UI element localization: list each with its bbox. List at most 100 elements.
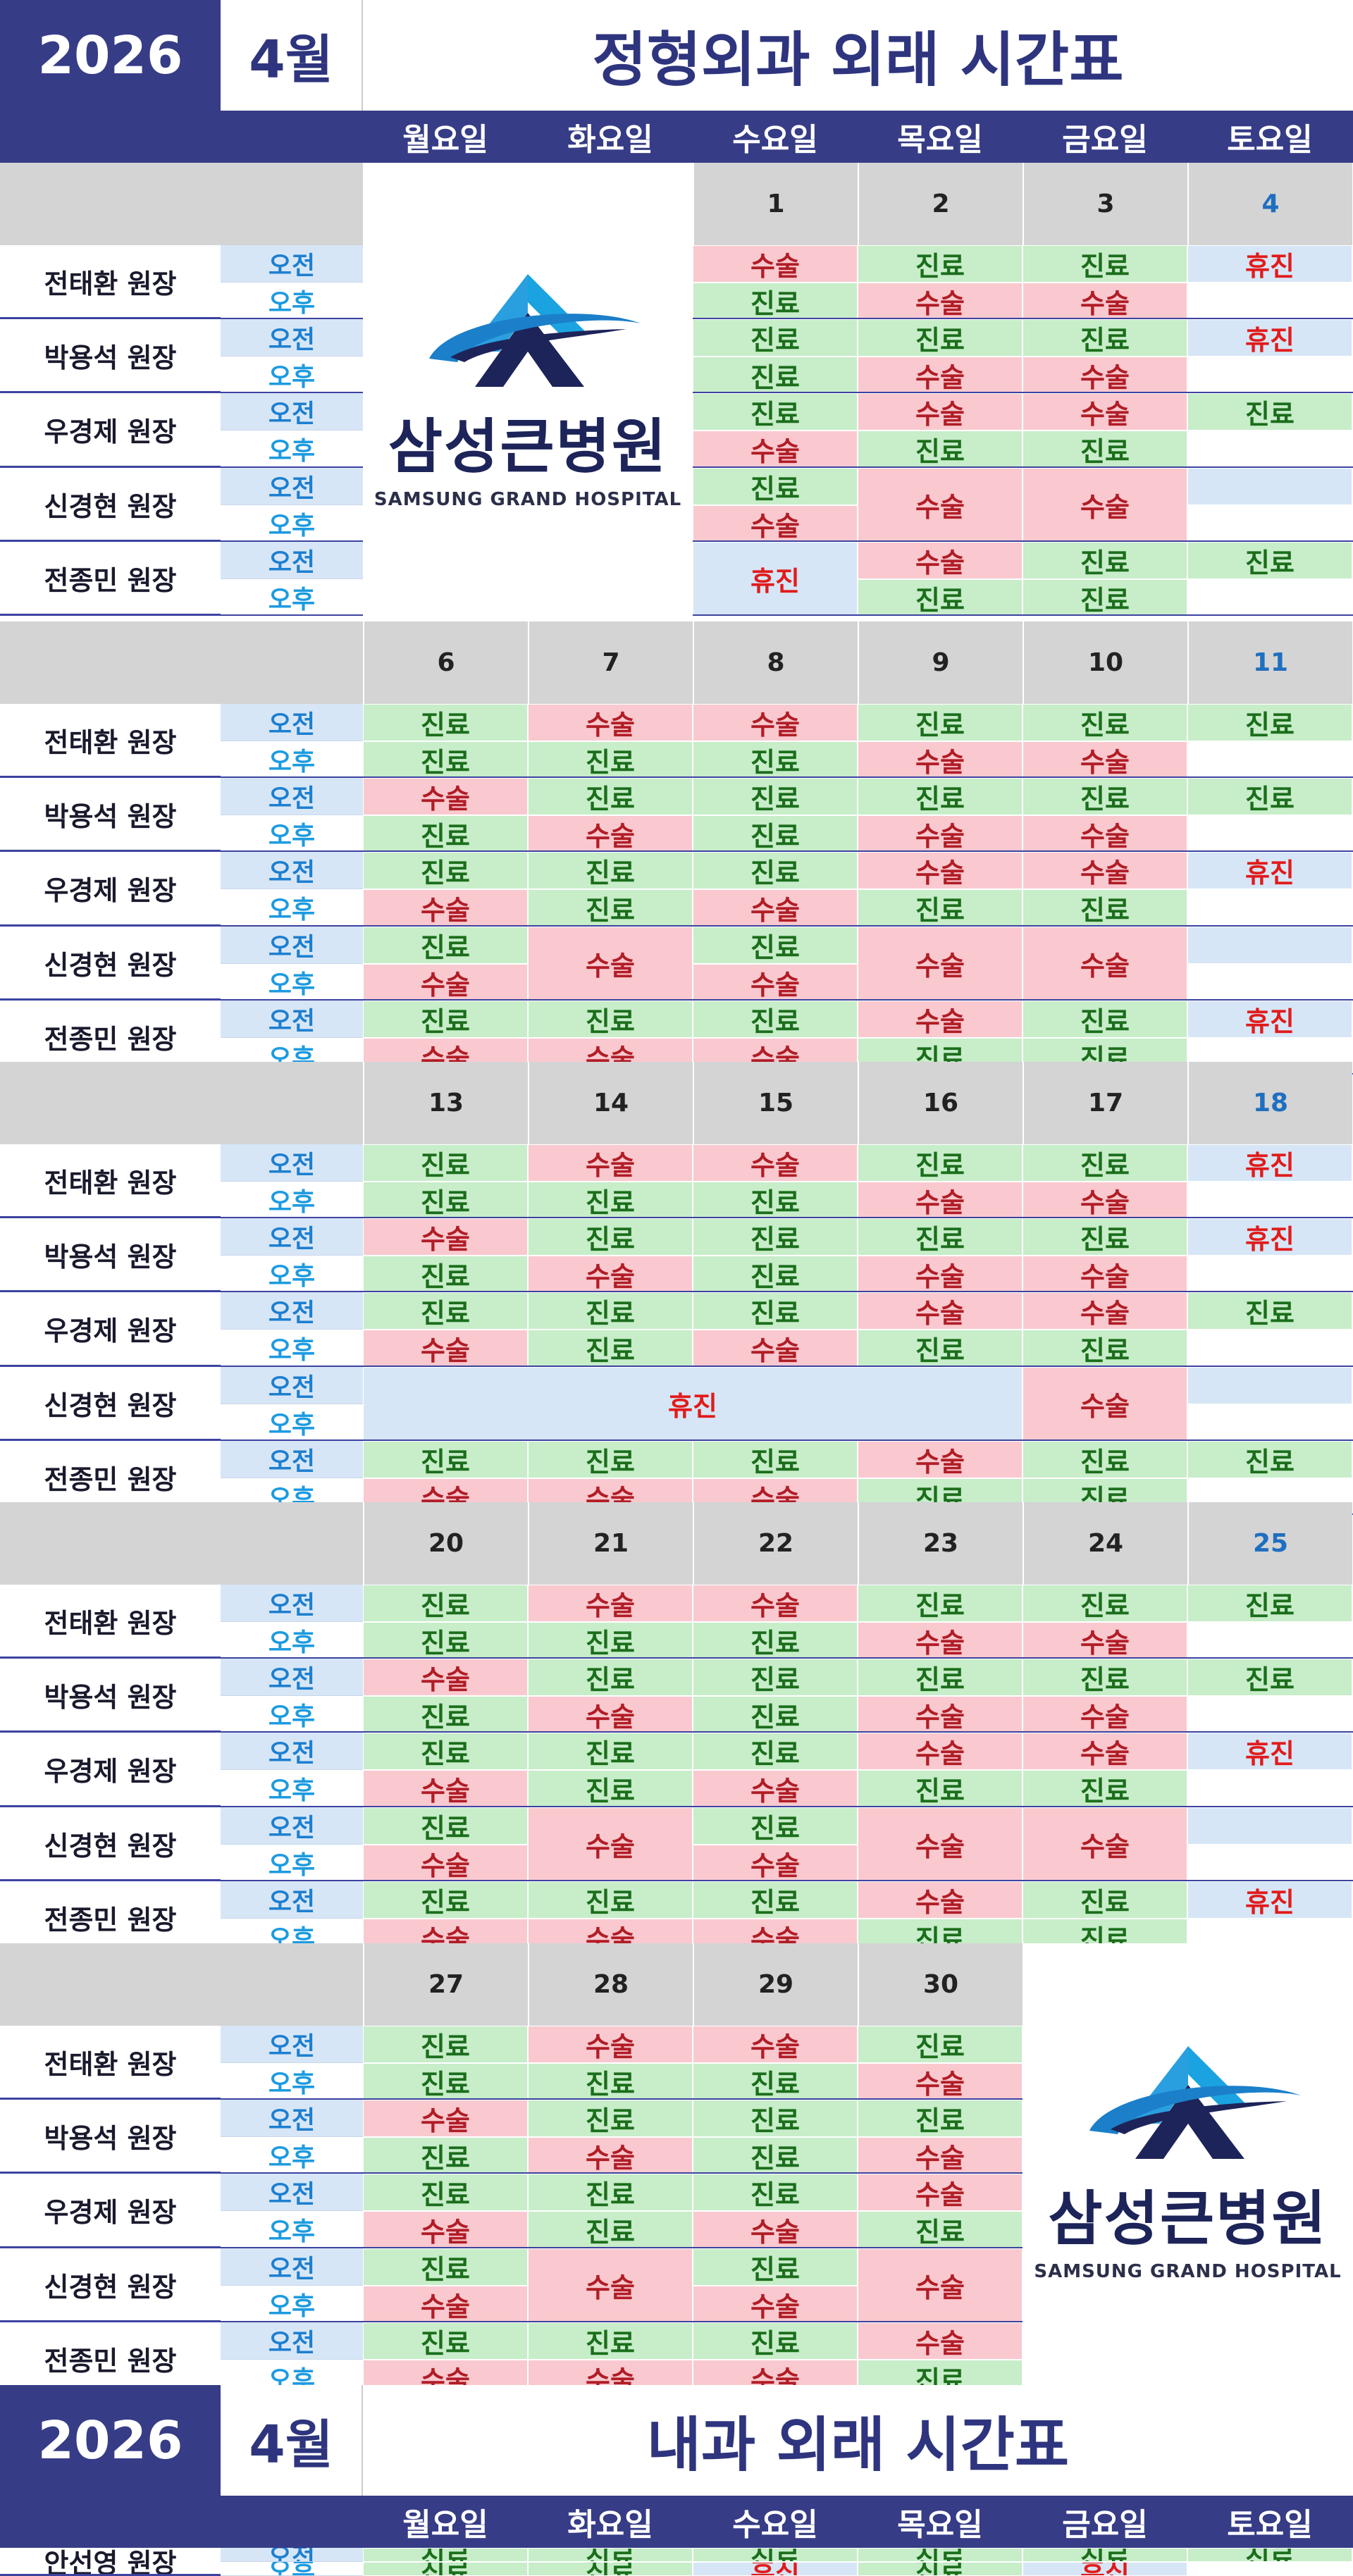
date-cell: 10 [1023, 621, 1187, 704]
schedule-cell: 진료 [1023, 542, 1187, 579]
schedule-cell: 진료 [363, 2137, 528, 2174]
schedule-cell: 진료 [528, 2548, 693, 2562]
schedule-cell: 진료 [1023, 431, 1187, 468]
schedule-cell [1187, 431, 1352, 468]
schedule-cell: 진료 [858, 2100, 1023, 2137]
logo-name-ko: 삼성큰병원 [1048, 2184, 1328, 2253]
date-cell: 11 [1187, 621, 1352, 704]
schedule-cell: 진료 [1187, 2548, 1352, 2562]
schedule-cell: 진료 [363, 1622, 528, 1659]
schedule-cell: 수술 [693, 1144, 858, 1182]
period-am: 오전 [221, 1807, 363, 1845]
date-cell: 20 [363, 1502, 528, 1585]
period-pm: 오후 [221, 283, 363, 319]
schedule-cell: 수술 [1023, 741, 1187, 778]
date-cell: 18 [1187, 1062, 1352, 1144]
schedule-cell: 진료 [858, 704, 1023, 741]
schedule-cell: 수술 [693, 704, 858, 741]
internal-day-header: 월요일 화요일 수요일 목요일 금요일 토요일 [0, 2496, 1353, 2548]
schedule-cell: 진료 [363, 1585, 528, 1622]
schedule-cell: 휴진 [1187, 1218, 1352, 1256]
schedule-cell: 진료 [693, 1182, 858, 1218]
ortho-header: 2026 4월 정형외과 외래 시간표 [0, 0, 1353, 111]
schedule-cell: 진료 [528, 1622, 693, 1659]
schedule-cell: 수술 [363, 964, 528, 1001]
schedule-cell: 휴진 [693, 2562, 858, 2576]
schedule-cell: 진료 [363, 2174, 528, 2211]
schedule-cell: 수술 [858, 2137, 1023, 2174]
schedule-cell [1187, 741, 1352, 778]
schedule-cell: 진료 [363, 1441, 528, 1478]
schedule-cell: 수술 [528, 2137, 693, 2174]
schedule-cell: 수술 [528, 927, 693, 1001]
schedule-cell: 진료 [363, 1256, 528, 1292]
schedule-cell: 진료 [528, 2063, 693, 2100]
schedule-cell: 수술 [858, 815, 1023, 852]
period-pm: 오후 [221, 2137, 363, 2174]
schedule-cell: 수술 [858, 1001, 1023, 1038]
schedule-cell: 진료 [858, 778, 1023, 815]
schedule-cell: 수술 [693, 245, 858, 283]
schedule-cell: 진료 [528, 2100, 693, 2137]
period-am: 오전 [221, 2248, 363, 2286]
schedule-cell: 진료 [1023, 245, 1187, 283]
logo-name-ko: 삼성큰병원 [388, 412, 668, 481]
date-cell: 22 [693, 1502, 858, 1585]
schedule-cell: 진료 [693, 2100, 858, 2137]
date-cell: 6 [363, 621, 528, 704]
schedule-cell: 진료 [858, 1144, 1023, 1182]
doctor-name: 전태환 원장 [0, 704, 221, 778]
schedule-cell: 수술 [363, 1659, 528, 1696]
schedule-cell: 수술 [858, 2063, 1023, 2100]
schedule-cell [1187, 1770, 1352, 1807]
schedule-cell: 진료 [363, 2026, 528, 2063]
schedule-cell: 휴진 [1187, 1733, 1352, 1770]
schedule-cell: 진료 [1023, 778, 1187, 815]
schedule-cell [1187, 579, 1352, 616]
ortho-title: 정형외과 외래 시간표 [592, 25, 1124, 94]
period-pm: 오후 [221, 431, 363, 468]
doctor-name: 우경제 원장 [0, 2174, 221, 2248]
period-am: 오전 [221, 2174, 363, 2211]
schedule-cell: 수술 [693, 1845, 858, 1881]
schedule-cell: 수술 [528, 2248, 693, 2322]
doctor-name: 전종민 원장 [0, 2322, 221, 2396]
schedule-cell: 수술 [528, 1807, 693, 1881]
schedule-cell: 진료 [528, 1218, 693, 1256]
schedule-cell [1187, 1807, 1352, 1845]
schedule-cell: 수술 [858, 542, 1023, 579]
schedule-cell: 진료 [363, 1001, 528, 1038]
schedule-cell: 진료 [858, 1659, 1023, 1696]
period-am: 오전 [221, 2548, 363, 2562]
schedule-cell: 수술 [693, 1770, 858, 1807]
period-am: 오전 [221, 1367, 363, 1404]
row-divider [0, 1806, 1353, 1807]
schedule-cell: 수술 [363, 778, 528, 815]
logo-mark-icon [1089, 2046, 1301, 2159]
schedule-cell: 수술 [1023, 1622, 1187, 1659]
period-am: 오전 [221, 1001, 363, 1038]
schedule-cell: 수술 [1023, 1696, 1187, 1733]
schedule-cell: 진료 [1187, 542, 1352, 579]
schedule-cell: 진료 [1187, 704, 1352, 741]
doctor-name: 신경현 원장 [0, 2248, 221, 2322]
schedule-cell: 휴진 [1187, 852, 1352, 889]
schedule-cell: 수술 [693, 1330, 858, 1367]
date-row-label [0, 1062, 363, 1144]
schedule-cell: 진료 [528, 1441, 693, 1478]
schedule-cell: 진료 [363, 1733, 528, 1770]
schedule-cell: 진료 [363, 927, 528, 964]
schedule-cell: 진료 [858, 2211, 1023, 2248]
doctor-name: 전종민 원장 [0, 1881, 221, 1955]
date-cell: 25 [1187, 1502, 1352, 1585]
schedule-cell: 수술 [858, 393, 1023, 431]
day-name: 월요일 [402, 122, 488, 158]
schedule-cell: 진료 [693, 1292, 858, 1330]
period-pm: 오후 [221, 1404, 363, 1441]
schedule-cell [1187, 357, 1352, 393]
schedule-cell [1187, 468, 1352, 505]
schedule-cell: 진료 [693, 1807, 858, 1845]
schedule-cell: 수술 [693, 964, 858, 1001]
date-cell: 24 [1023, 1502, 1187, 1585]
date-cell: 13 [363, 1062, 528, 1144]
